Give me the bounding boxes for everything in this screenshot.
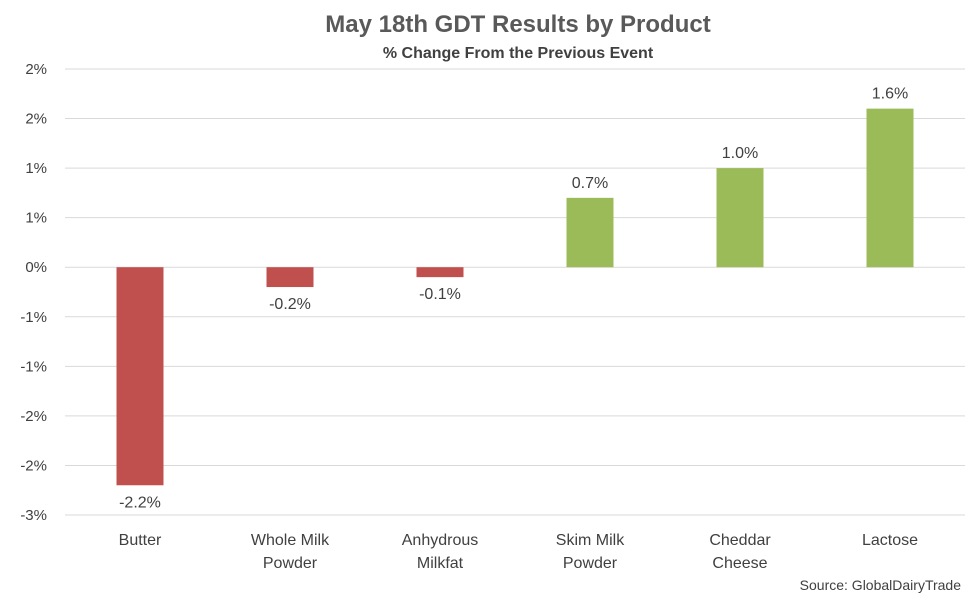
x-axis-categories: Butter Whole Milk Powder Anhydrous Milkfat Sk… <box>119 532 918 572</box>
bar <box>416 267 464 278</box>
category-label: Anhydrous <box>402 532 479 549</box>
bars <box>116 108 914 486</box>
gridlines <box>65 68 965 516</box>
data-label: -2.2% <box>119 494 161 511</box>
y-tick-label: -2% <box>20 457 47 474</box>
y-tick-label: -2% <box>20 408 47 425</box>
bar <box>266 267 314 288</box>
data-label: 1.0% <box>722 145 758 162</box>
y-tick-label: 2% <box>25 61 47 78</box>
y-tick-label: 1% <box>25 160 47 177</box>
data-label: -0.2% <box>269 296 311 313</box>
y-tick-label: -3% <box>20 507 47 524</box>
category-label: Lactose <box>862 532 918 549</box>
y-tick-label: 0% <box>25 259 47 276</box>
y-tick-label: 2% <box>25 111 47 128</box>
data-labels: -2.2% -0.2% -0.1% 0.7% 1.0% 1.6% <box>119 86 908 512</box>
data-label: 0.7% <box>572 175 608 192</box>
bar <box>716 168 764 268</box>
bar <box>566 197 614 268</box>
category-label: Skim Milk <box>556 532 625 549</box>
y-axis-ticks: 2% 2% 1% 1% 0% -1% -1% -2% -2% -3% <box>20 61 47 524</box>
source-note: Source: GlobalDairyTrade <box>800 577 962 593</box>
data-label: 1.6% <box>872 86 908 103</box>
data-label: -0.1% <box>419 286 461 303</box>
category-label: Milkfat <box>417 555 464 572</box>
y-tick-label: -1% <box>20 358 47 375</box>
category-label: Butter <box>119 532 162 549</box>
bar <box>866 108 914 268</box>
y-tick-label: 1% <box>25 210 47 227</box>
category-label: Powder <box>263 555 318 572</box>
category-label: Cheddar <box>709 532 771 549</box>
category-label: Cheese <box>712 555 767 572</box>
category-label: Powder <box>563 555 618 572</box>
y-tick-label: -1% <box>20 309 47 326</box>
bar <box>116 267 164 486</box>
category-label: Whole Milk <box>251 532 330 549</box>
chart-subtitle: % Change From the Previous Event <box>383 45 654 62</box>
chart-title: May 18th GDT Results by Product <box>325 11 710 38</box>
